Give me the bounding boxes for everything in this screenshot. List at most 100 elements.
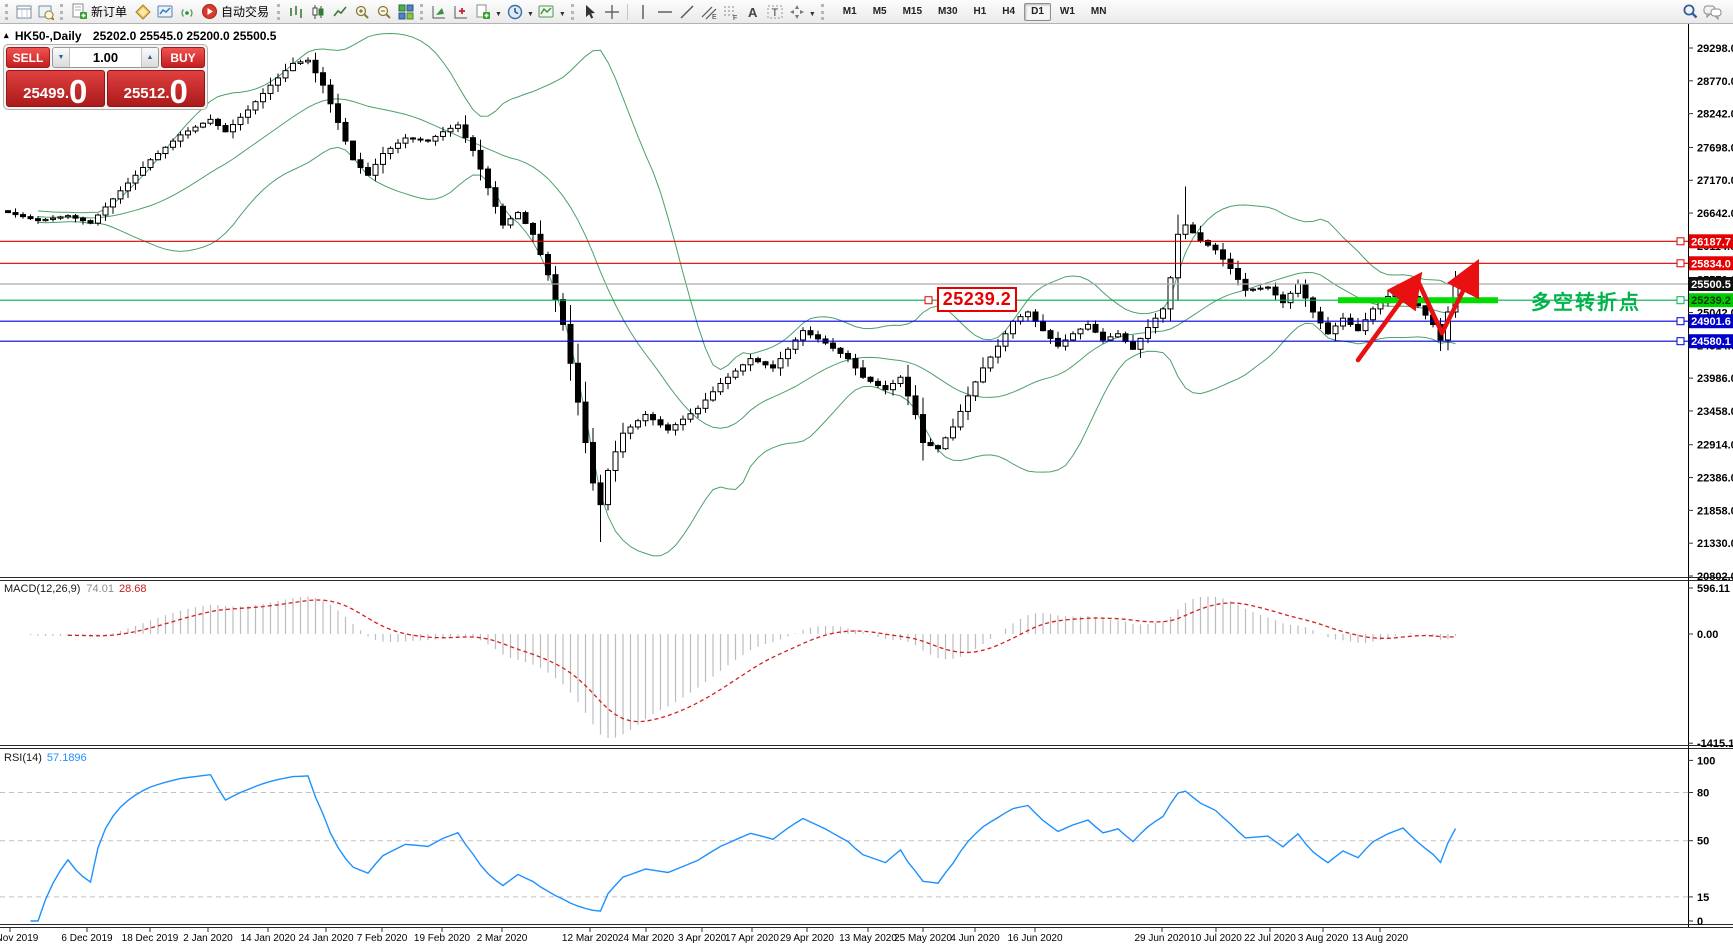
tile-windows-icon[interactable] bbox=[395, 2, 417, 22]
callout-handle[interactable] bbox=[924, 296, 933, 305]
date-tick-label: 2 Jan 2020 bbox=[183, 933, 233, 944]
toolbar-grip[interactable] bbox=[820, 3, 824, 20]
date-tick-label: 24 Jan 2020 bbox=[298, 933, 353, 944]
chat-icon[interactable] bbox=[1701, 2, 1723, 22]
buy-button[interactable]: BUY bbox=[161, 47, 205, 68]
periods-caret[interactable]: ▼ bbox=[526, 11, 534, 18]
indicators-icon[interactable] bbox=[428, 2, 450, 22]
cursor-icon[interactable] bbox=[579, 2, 601, 22]
metaeditor-icon[interactable] bbox=[132, 2, 154, 22]
svg-text:E: E bbox=[712, 14, 717, 20]
add-indicator-caret[interactable]: ▼ bbox=[495, 11, 502, 18]
bar-chart-icon[interactable] bbox=[285, 2, 307, 22]
toolbar-grip[interactable] bbox=[5, 3, 8, 20]
timeframe-M1[interactable]: M1 bbox=[842, 5, 857, 17]
toolbar-separator bbox=[626, 3, 628, 20]
timeframe-H4[interactable]: H4 bbox=[1002, 5, 1016, 17]
date-tick-label: 10 Jul 2020 bbox=[1190, 933, 1242, 944]
line-handle[interactable] bbox=[1676, 337, 1685, 346]
trendline-icon[interactable] bbox=[676, 2, 698, 22]
line-handle[interactable] bbox=[1676, 237, 1685, 246]
new-order-icon[interactable] bbox=[68, 2, 90, 22]
toolbar-grip[interactable] bbox=[60, 3, 63, 20]
horizontal-line-icon[interactable] bbox=[654, 2, 676, 22]
profiles-icon[interactable] bbox=[35, 2, 57, 22]
level-axis-label bbox=[1689, 293, 1733, 308]
sell-price-pips: 0 bbox=[69, 72, 88, 110]
symbol-period-label: HK50-,Daily bbox=[14, 29, 82, 43]
sell-price-display[interactable]: 25499. 0 bbox=[6, 70, 105, 110]
vertical-line-icon[interactable] bbox=[632, 2, 654, 22]
autotrading-icon[interactable] bbox=[198, 2, 220, 22]
signals-icon[interactable] bbox=[176, 2, 198, 22]
axis-tick-label: 80 bbox=[1697, 788, 1709, 800]
buy-price-display[interactable]: 25512. 0 bbox=[106, 70, 205, 108]
line-handle[interactable] bbox=[1676, 296, 1685, 305]
level-axis-label-text: 26187.7 bbox=[1691, 236, 1731, 248]
toolbar-grip[interactable] bbox=[277, 3, 281, 20]
arrows-icon[interactable] bbox=[786, 2, 808, 22]
toolbar-grip[interactable] bbox=[420, 3, 424, 20]
template-icon[interactable] bbox=[536, 2, 558, 22]
date-tick-label: 19 Feb 2020 bbox=[414, 933, 471, 944]
axis-tick-label: 21330.0 bbox=[1697, 538, 1733, 550]
chart-title: ▴ HK50-,Daily 25202.0 25545.0 25200.0 25… bbox=[4, 29, 276, 43]
text-label-icon[interactable]: T bbox=[764, 2, 786, 22]
autotrading-label[interactable]: 自动交易 bbox=[221, 5, 270, 19]
line-handle[interactable] bbox=[1676, 317, 1685, 326]
collapse-arrow-icon[interactable]: ▴ bbox=[4, 30, 9, 40]
crosshair-icon[interactable] bbox=[601, 2, 623, 22]
add-indicator-doc-icon[interactable] bbox=[472, 2, 494, 22]
date-tick-label: 4 Jun 2020 bbox=[950, 933, 1000, 944]
date-tick-label: 22 Jul 2020 bbox=[1244, 933, 1296, 944]
zoom-in-icon[interactable] bbox=[351, 2, 373, 22]
date-tick-label: 13 Aug 2020 bbox=[1352, 933, 1409, 944]
level-axis-label-text: 24901.6 bbox=[1691, 316, 1731, 328]
timeframe-M5[interactable]: M5 bbox=[872, 5, 887, 17]
template-caret[interactable]: ▼ bbox=[558, 11, 566, 18]
axis-tick-label: 28242.0 bbox=[1697, 109, 1733, 121]
time-axis[interactable]: 26 Nov 2019 6 Dec 2019 18 Dec 2019 2 Jan 20… bbox=[0, 928, 1409, 944]
chart-canvas[interactable]: 29298.0 28770.0 28242.0 27698.0 27170.0 26642… bbox=[0, 24, 1733, 945]
price-axis[interactable]: 29298.0 28770.0 28242.0 27698.0 27170.0 26642… bbox=[1688, 43, 1733, 928]
volume-input[interactable] bbox=[70, 48, 141, 67]
macd-name: MACD(12,26,9) bbox=[4, 583, 81, 595]
one-click-trading-panel: SELL ▼ ▲ BUY 25499.0 25512.0 bbox=[3, 44, 208, 110]
timeframe-MN[interactable]: MN bbox=[1090, 5, 1107, 17]
toolbar-grip[interactable] bbox=[570, 3, 574, 20]
turning-point-note[interactable]: 多空转折点 bbox=[1531, 292, 1641, 314]
timeframe-M15[interactable]: M15 bbox=[902, 5, 923, 17]
toolbar-right bbox=[1679, 2, 1723, 22]
timeframe-W1[interactable]: W1 bbox=[1059, 5, 1075, 17]
new-order-label[interactable]: 新订单 bbox=[91, 5, 128, 19]
market-watch-icon[interactable] bbox=[154, 2, 176, 22]
timeframe-H1[interactable]: H1 bbox=[973, 5, 987, 17]
fibonacci-icon[interactable]: F bbox=[720, 2, 742, 22]
zigzag-arrows[interactable] bbox=[1355, 258, 1480, 363]
volume-increase-button[interactable]: ▲ bbox=[141, 48, 158, 67]
zoom-out-icon[interactable] bbox=[373, 2, 395, 22]
axis-tick-label: 23458.0 bbox=[1697, 406, 1733, 418]
date-tick-label: 13 May 2020 bbox=[839, 933, 897, 944]
svg-text:F: F bbox=[733, 15, 737, 20]
new-chart-icon[interactable] bbox=[13, 2, 35, 22]
line-handle[interactable] bbox=[1676, 259, 1685, 268]
support-zone-bar[interactable] bbox=[1338, 297, 1498, 304]
price-callout-box[interactable]: 25239.2 bbox=[937, 287, 1017, 312]
periods-clock-icon[interactable] bbox=[504, 2, 526, 22]
arrows-caret[interactable]: ▼ bbox=[808, 11, 816, 18]
candle-chart-icon[interactable] bbox=[307, 2, 329, 22]
axis-tick-label: 28770.0 bbox=[1697, 76, 1733, 88]
text-icon[interactable]: A bbox=[742, 2, 764, 22]
volume-decrease-button[interactable]: ▼ bbox=[53, 48, 70, 67]
sell-button[interactable]: SELL bbox=[6, 47, 50, 68]
timeframe-M30[interactable]: M30 bbox=[938, 5, 958, 17]
axis-tick-label: 29298.0 bbox=[1697, 43, 1733, 55]
indicator-add-icon[interactable] bbox=[450, 2, 472, 22]
equidistant-channel-icon[interactable]: E bbox=[698, 2, 720, 22]
timeframe-D1[interactable]: D1 bbox=[1024, 2, 1051, 21]
line-chart-icon[interactable] bbox=[329, 2, 351, 22]
search-icon[interactable] bbox=[1679, 2, 1701, 22]
price-levels bbox=[0, 237, 1688, 346]
axis-tick-label: 27170.0 bbox=[1697, 175, 1733, 187]
